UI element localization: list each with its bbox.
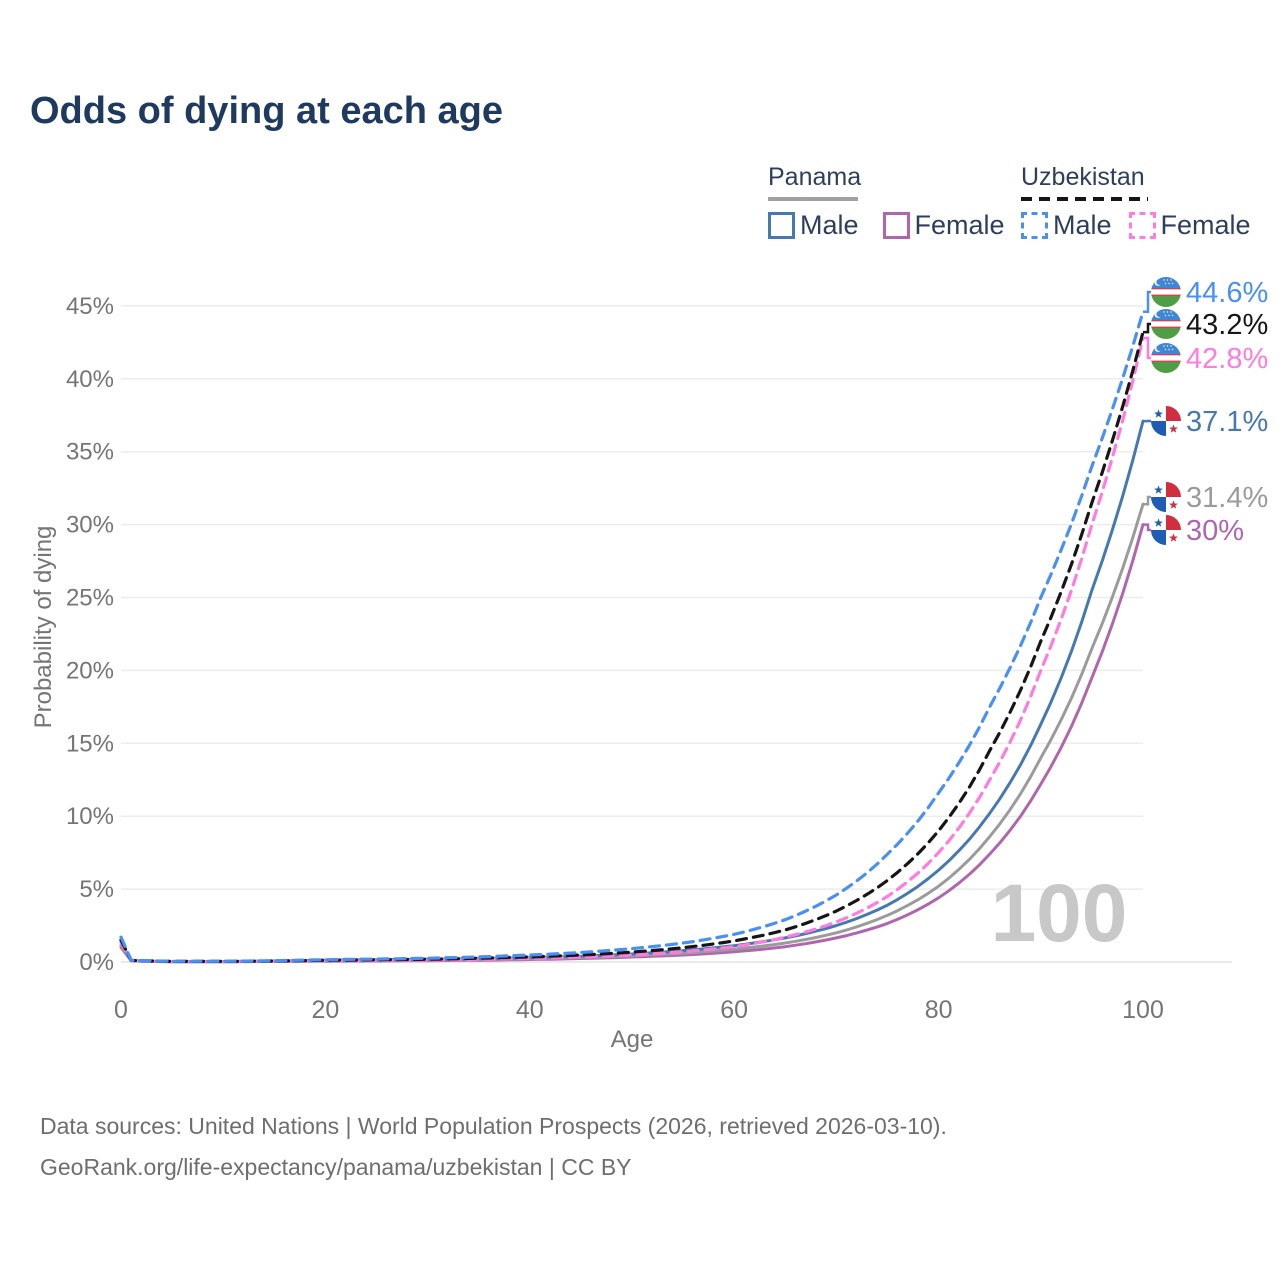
watermark-age-100: 100 (991, 868, 1128, 959)
legend-group-panama: Panama Male Female (768, 163, 1005, 241)
legend-style-swatch-panama (768, 197, 858, 201)
legend-country-uzbekistan: Uzbekistan (1021, 163, 1145, 191)
legend-item-uzbekistan-female[interactable]: Female (1128, 210, 1251, 241)
y-tick-label: 45% (66, 293, 114, 320)
y-tick-label: 10% (66, 803, 114, 830)
flag-icon-uzbekistan (1151, 277, 1181, 307)
legend-item-uzbekistan-male[interactable]: Male (1021, 210, 1112, 241)
end-label-group-panama_both: 31.4% (1151, 482, 1268, 514)
x-tick-label: 20 (311, 996, 339, 1024)
footer: Data sources: United Nations | World Pop… (40, 1106, 947, 1188)
footer-attribution-link: GeoRank.org/life-expectancy/panama/uzbek… (40, 1154, 632, 1180)
legend-item-panama-female[interactable]: Female (882, 210, 1005, 241)
uzbekistan-male-swatch-icon (1021, 212, 1048, 239)
series-line-uzbekistan_both (119, 330, 1145, 963)
end-label-group-uzbekistan_female: 42.8% (1151, 343, 1268, 375)
legend-item-label: Male (1053, 210, 1112, 240)
y-tick-label: 20% (66, 657, 114, 684)
x-tick-label: 0 (114, 996, 128, 1024)
legend-item-label: Female (1160, 210, 1251, 240)
y-tick-label: 0% (79, 949, 114, 976)
page-title: Odds of dying at each age (30, 90, 503, 132)
y-tick-label: 30% (66, 512, 114, 539)
series-lines (119, 310, 1145, 964)
legend-group-uzbekistan: Uzbekistan Male Female (1021, 163, 1251, 241)
legend-style-swatch-uzbekistan (1021, 197, 1148, 201)
x-tick-label: 60 (720, 996, 748, 1024)
panama-male-swatch-icon (768, 212, 795, 239)
flag-icon-panama (1151, 482, 1181, 512)
flag-icon-panama (1151, 515, 1181, 545)
label-connector-panama_both (1143, 495, 1151, 506)
end-label-panama_male: 37.1% (1186, 406, 1268, 438)
end-label-group-uzbekistan_both: 43.2% (1151, 309, 1268, 341)
label-connector-uzbekistan_both (1143, 322, 1151, 334)
panama-female-swatch-icon (882, 212, 910, 239)
end-label-panama_both: 31.4% (1186, 482, 1268, 514)
flag-icon-panama (1151, 406, 1181, 436)
end-label-panama_female: 30% (1186, 515, 1244, 547)
flag-icon-uzbekistan (1151, 309, 1181, 339)
label-connector-uzbekistan_male (1143, 290, 1151, 313)
end-label-group-panama_male: 37.1% (1151, 406, 1268, 438)
x-tick-label: 80 (925, 996, 953, 1024)
series-line-uzbekistan_male (119, 310, 1145, 963)
end-label-group-uzbekistan_male: 44.6% (1151, 277, 1268, 309)
y-tick-label: 35% (66, 439, 114, 466)
uzbekistan-female-swatch-icon (1128, 212, 1156, 239)
end-label-group-panama_female: 30% (1151, 515, 1244, 547)
end-label-uzbekistan_both: 43.2% (1186, 309, 1268, 341)
flag-icon-uzbekistan (1151, 343, 1181, 373)
y-tick-label: 40% (66, 366, 114, 393)
legend-item-label: Male (800, 210, 859, 240)
legend-item-panama-male[interactable]: Male (768, 210, 859, 241)
label-connector-panama_female (1143, 523, 1151, 532)
label-connector-uzbekistan_female (1143, 336, 1151, 360)
end-label-uzbekistan_female: 42.8% (1186, 343, 1268, 375)
legend-country-panama: Panama (768, 163, 862, 191)
y-tick-label: 5% (79, 876, 114, 903)
end-label-uzbekistan_male: 44.6% (1186, 277, 1268, 309)
y-axis-title: Probability of dying (30, 525, 57, 729)
x-axis-title: Age (610, 1026, 654, 1053)
legend-item-label: Female (914, 210, 1005, 240)
gridlines: 0% 5% 10% 15% 20% 25% 30% 35% 40% 45% 0 20 40 60 80 100 (66, 293, 1232, 1024)
y-tick-label: 15% (66, 730, 114, 757)
x-tick-label: 40 (516, 996, 544, 1024)
y-tick-label: 25% (66, 585, 114, 612)
x-tick-label: 100 (1122, 996, 1164, 1024)
end-annotations: 44.6%43.2%42.8% 37.1% 31.4%30% (1143, 277, 1268, 547)
series-line-uzbekistan_female (119, 336, 1145, 964)
footer-data-sources: Data sources: United Nations | World Pop… (40, 1113, 947, 1139)
